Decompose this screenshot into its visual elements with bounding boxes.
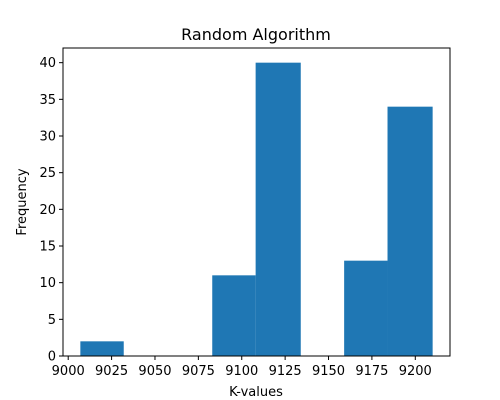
plot-frame [62, 47, 451, 357]
y-tick-label: 40 [39, 56, 56, 71]
x-tick-label: 9050 [138, 364, 171, 379]
histogram-bar-7 [387, 106, 433, 356]
x-tick-label: 9000 [52, 364, 85, 379]
y-tick-label: 35 [39, 93, 56, 108]
x-axis-ticks: 9000 9025 9050 9075 9100 9125 9150 9175 9200 [52, 356, 432, 379]
x-tick-label: 9175 [355, 364, 388, 379]
y-tick-label: 20 [39, 203, 56, 218]
y-tick-label: 25 [39, 166, 56, 181]
histogram-bar-0 [80, 341, 124, 356]
y-tick-label: 10 [39, 276, 56, 291]
y-tick-label: 5 [48, 313, 56, 328]
y-axis-label: Frequency [15, 168, 30, 235]
x-tick-label: 9025 [95, 364, 128, 379]
y-tick-label: 30 [39, 130, 56, 145]
y-axis-ticks: 0 5 10 15 20 25 30 35 40 [39, 56, 63, 365]
x-tick-label: 9100 [225, 364, 258, 379]
chart-title: Random Algorithm [181, 25, 331, 44]
x-tick-label: 9075 [182, 364, 215, 379]
x-axis-label: K-values [229, 385, 283, 400]
y-tick-label: 15 [39, 240, 56, 255]
histogram-bar-3 [212, 275, 256, 356]
x-tick-label: 9150 [312, 364, 345, 379]
bars-group [80, 62, 433, 357]
x-tick-label: 9125 [269, 364, 302, 379]
histogram-bar-4 [255, 62, 301, 357]
y-tick-label: 0 [48, 350, 56, 365]
histogram-bar-6 [344, 260, 388, 356]
x-tick-label: 9200 [399, 364, 432, 379]
